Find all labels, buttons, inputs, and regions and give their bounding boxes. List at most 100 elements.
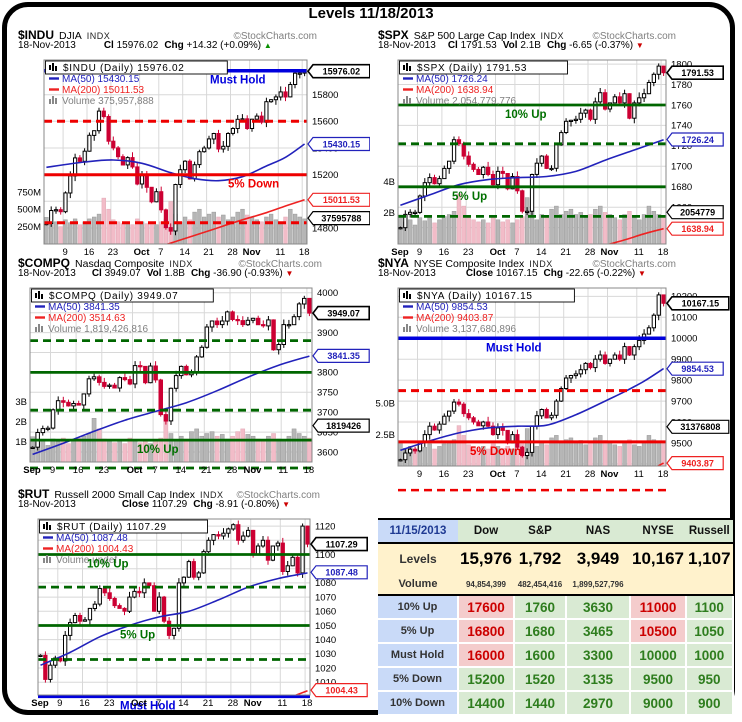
chart-index-name: Russell 2000 Small Cap Index bbox=[54, 489, 196, 501]
col-header-nyse: NYSE bbox=[630, 518, 686, 544]
chart-quote: Cl 1791.53 Vol 2.1B Chg -6.65 (-0.37%) ▼ bbox=[447, 40, 644, 51]
svg-text:1030: 1030 bbox=[315, 649, 336, 660]
svg-text:28: 28 bbox=[585, 469, 596, 480]
svg-text:2B: 2B bbox=[15, 417, 27, 428]
table-cell: 3630 bbox=[566, 595, 631, 620]
svg-text:1B: 1B bbox=[15, 437, 27, 448]
row-label: Levels bbox=[378, 543, 458, 574]
chart-quote-line: 18-Nov-2013 Close 10167.15 Chg -22.65 (-0… bbox=[374, 268, 738, 280]
chart-date: 18-Nov-2013 bbox=[18, 499, 76, 510]
svg-text:11: 11 bbox=[275, 247, 285, 258]
chart-header: $INDU DJIA INDX ©StockCharts.com bbox=[14, 28, 370, 42]
svg-text:10% Up: 10% Up bbox=[505, 109, 547, 121]
svg-text:3B: 3B bbox=[15, 397, 27, 408]
volume-value: 482,454,416 bbox=[514, 574, 566, 596]
svg-text:$INDU (Daily) 15976.02: $INDU (Daily) 15976.02 bbox=[63, 63, 185, 74]
svg-text:9: 9 bbox=[417, 247, 422, 258]
svg-text:10167.15: 10167.15 bbox=[682, 299, 720, 309]
svg-text:14800: 14800 bbox=[312, 223, 338, 234]
table-cell: 10000 bbox=[630, 643, 687, 668]
chart-date: 18-Nov-2013 bbox=[18, 40, 76, 51]
svg-text:9500: 9500 bbox=[671, 438, 692, 449]
svg-text:28: 28 bbox=[227, 465, 238, 476]
svg-text:9: 9 bbox=[417, 469, 422, 480]
table-row: Must Hold 16000 1600 3300 10000 1000 bbox=[378, 643, 734, 668]
chart-header: $COMPQ Nasdaq Composite INDX ©StockChart… bbox=[14, 256, 370, 270]
table-cell: 11000 bbox=[630, 595, 687, 620]
svg-text:23: 23 bbox=[108, 247, 119, 258]
svg-text:7: 7 bbox=[514, 247, 519, 258]
stockcharts-credit: ©StockCharts.com bbox=[592, 259, 676, 270]
svg-text:16: 16 bbox=[439, 469, 450, 480]
svg-text:4000: 4000 bbox=[317, 288, 338, 299]
svg-text:7: 7 bbox=[156, 698, 161, 709]
svg-text:16: 16 bbox=[79, 698, 90, 709]
svg-text:37595788: 37595788 bbox=[321, 213, 361, 223]
levels-row: Levels 15,976 1,792 3,949 10,167 1,107 bbox=[378, 543, 733, 574]
svg-text:1819426: 1819426 bbox=[326, 421, 361, 431]
svg-text:1120: 1120 bbox=[315, 521, 335, 532]
svg-text:Nov: Nov bbox=[243, 247, 262, 258]
up-arrow-icon: ▲ bbox=[263, 41, 272, 50]
col-header-sp: S&P bbox=[514, 518, 566, 544]
svg-text:7: 7 bbox=[514, 469, 519, 480]
svg-text:9: 9 bbox=[62, 247, 67, 258]
col-header-dow: Dow bbox=[458, 518, 514, 544]
svg-text:Must Hold: Must Hold bbox=[210, 75, 266, 87]
row-label: 10% Down bbox=[378, 691, 459, 716]
svg-text:MA(50) 9854.53: MA(50) 9854.53 bbox=[416, 302, 488, 313]
svg-text:23: 23 bbox=[104, 698, 115, 709]
svg-text:1050: 1050 bbox=[315, 621, 336, 632]
chart-index-name: DJIA bbox=[59, 30, 82, 42]
table-cell: 10500 bbox=[630, 619, 687, 644]
svg-text:Nov: Nov bbox=[244, 698, 263, 709]
svg-text:11: 11 bbox=[277, 698, 287, 709]
svg-text:$RUT (Daily) 1107.29: $RUT (Daily) 1107.29 bbox=[57, 522, 167, 533]
table-cell: 1600 bbox=[514, 643, 567, 668]
volume-row: Volume 94,854,399 482,454,416 1,899,527,… bbox=[378, 574, 733, 596]
svg-text:MA(200) 15011.53: MA(200) 15011.53 bbox=[62, 85, 145, 96]
svg-text:21: 21 bbox=[203, 247, 214, 258]
svg-text:Oct: Oct bbox=[127, 465, 144, 476]
svg-text:15011.53: 15011.53 bbox=[323, 195, 360, 205]
svg-text:1004.43: 1004.43 bbox=[325, 685, 358, 695]
svg-text:9: 9 bbox=[57, 698, 62, 709]
svg-text:1700: 1700 bbox=[671, 162, 692, 173]
svg-text:21: 21 bbox=[560, 469, 571, 480]
down-arrow-icon: ▼ bbox=[285, 269, 294, 278]
svg-text:Nov: Nov bbox=[601, 469, 620, 480]
chart-exchange: INDX bbox=[86, 31, 111, 41]
svg-text:14: 14 bbox=[178, 698, 189, 709]
svg-text:16: 16 bbox=[439, 247, 450, 258]
svg-text:18: 18 bbox=[304, 465, 315, 476]
chart-symbol: $INDU bbox=[18, 28, 55, 42]
svg-text:14: 14 bbox=[179, 247, 190, 258]
table-row: 5% Down 15200 1520 3135 9500 950 bbox=[378, 667, 734, 692]
svg-text:Oct: Oct bbox=[134, 247, 151, 258]
chart-quote-line: 18-Nov-2013 Cl 3949.07 Vol 1.8B Chg -36.90… bbox=[14, 268, 370, 280]
svg-text:750M: 750M bbox=[17, 187, 41, 198]
chart-exchange: INDX bbox=[200, 490, 224, 500]
svg-text:1760: 1760 bbox=[671, 100, 692, 111]
svg-text:21: 21 bbox=[203, 698, 214, 709]
svg-text:16: 16 bbox=[84, 247, 95, 258]
stockcharts-credit: ©StockCharts.com bbox=[236, 490, 320, 501]
svg-text:10100: 10100 bbox=[671, 313, 697, 324]
chart-exchange: INDX bbox=[529, 259, 553, 269]
svg-text:1020: 1020 bbox=[315, 663, 336, 674]
table-header-row: 11/15/2013 Dow S&P NAS NYSE Russell bbox=[378, 518, 733, 544]
svg-text:16: 16 bbox=[73, 465, 84, 476]
svg-text:7: 7 bbox=[152, 465, 157, 476]
svg-text:21: 21 bbox=[201, 465, 212, 476]
svg-text:14: 14 bbox=[536, 247, 547, 258]
svg-text:Sep: Sep bbox=[23, 465, 41, 476]
chart-quote: Close 10167.15 Chg -22.65 (-0.22%) ▼ bbox=[465, 268, 646, 279]
svg-text:Volume 3,137,680,896: Volume 3,137,680,896 bbox=[416, 324, 517, 335]
col-header-russell: Russell bbox=[686, 518, 733, 544]
svg-text:Oct: Oct bbox=[490, 247, 507, 258]
chart-index-name: Nasdaq Composite bbox=[75, 258, 165, 270]
level-value: 10,167 bbox=[630, 543, 686, 574]
svg-text:28: 28 bbox=[227, 247, 238, 258]
